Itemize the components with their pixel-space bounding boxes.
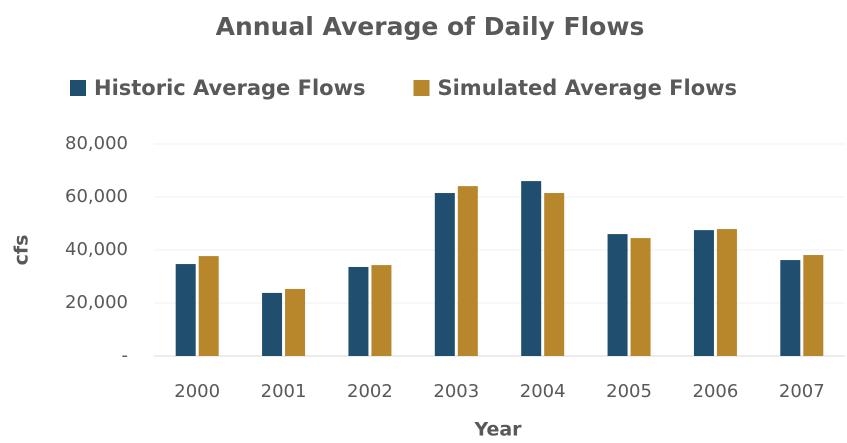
x-tick-label: 2000 [174, 381, 220, 402]
bar [544, 193, 565, 356]
bar [262, 292, 283, 356]
bar [175, 264, 196, 356]
bar [780, 260, 801, 356]
bar [371, 265, 392, 356]
bar [457, 186, 478, 356]
bar [198, 256, 219, 356]
legend-swatch [413, 80, 430, 96]
bar [521, 181, 542, 356]
y-tick-label: 20,000 [65, 292, 128, 313]
x-tick-label: 2002 [347, 381, 393, 402]
chart-title: Annual Average of Daily Flows [216, 12, 645, 41]
bar [285, 288, 306, 356]
y-tick-label: 40,000 [65, 239, 128, 260]
x-tick-label: 2006 [693, 381, 739, 402]
legend-label: Historic Average Flows [94, 76, 365, 100]
x-tick-label: 2001 [261, 381, 307, 402]
x-tick-label: 2004 [520, 381, 566, 402]
bar [434, 193, 455, 356]
x-tick-label: 2005 [606, 381, 652, 402]
x-axis-title: Year [473, 419, 522, 441]
x-tick-label: 2007 [779, 381, 825, 402]
y-tick-label: 80,000 [65, 133, 128, 154]
bar [693, 230, 714, 356]
bar [716, 229, 737, 356]
legend-swatch [70, 80, 86, 96]
y-axis-title: cfs [11, 235, 33, 266]
y-tick-label: 60,000 [65, 186, 128, 207]
bar [630, 238, 651, 356]
bar [348, 266, 369, 356]
legend-label: Simulated Average Flows [437, 76, 737, 100]
x-tick-label: 2003 [433, 381, 479, 402]
y-tick-label: - [122, 345, 129, 366]
bar [607, 234, 628, 356]
bar [803, 255, 824, 356]
